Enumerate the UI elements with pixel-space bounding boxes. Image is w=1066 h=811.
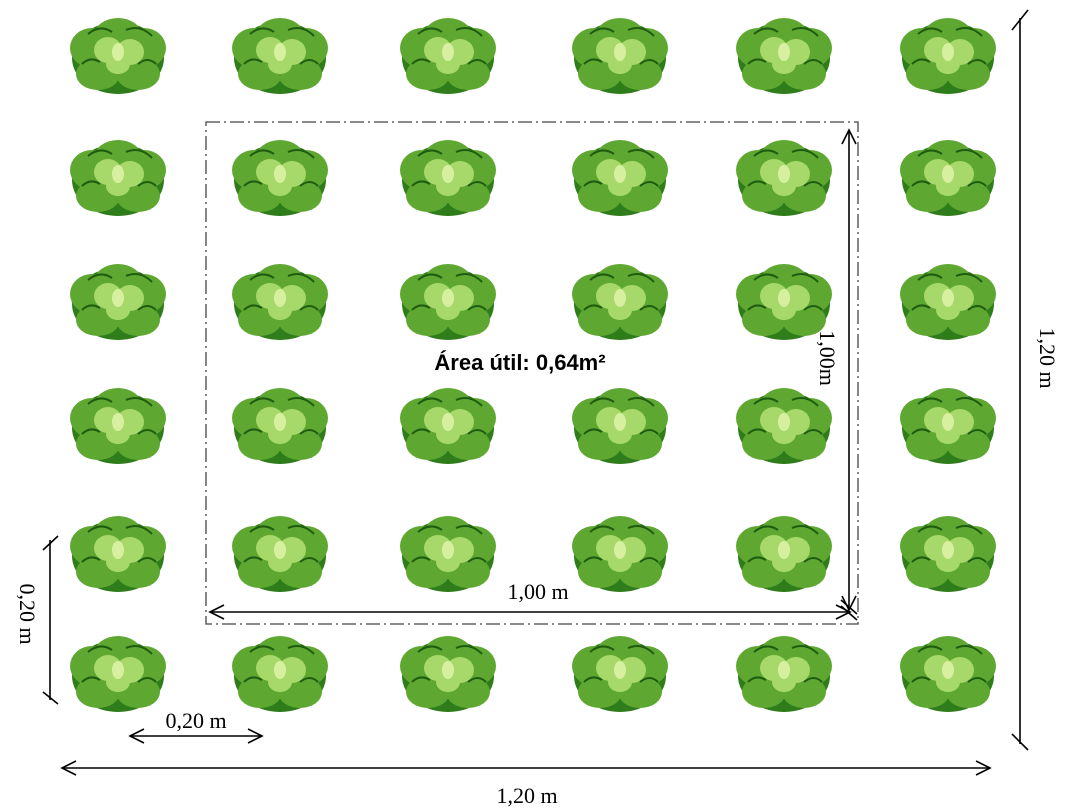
- outer-width-label: 1,20 m: [496, 783, 557, 808]
- lettuce-plant-icon: [231, 139, 329, 217]
- lettuce-plant-icon: [735, 387, 833, 465]
- lettuce-plant-icon: [231, 17, 329, 95]
- lettuce-plant-icon: [399, 17, 497, 95]
- inner-width-dimension: 1,00 m: [208, 579, 852, 620]
- lettuce-plant-icon: [571, 635, 669, 713]
- lettuce-plant-icon: [231, 387, 329, 465]
- lettuce-plant-icon: [231, 635, 329, 713]
- lettuce-plant-icon: [735, 263, 833, 341]
- lettuce-plant-icon: [735, 17, 833, 95]
- lettuce-plant-icon: [899, 263, 997, 341]
- lettuce-plant-icon: [399, 387, 497, 465]
- lettuce-plant-icon: [571, 515, 669, 593]
- lettuce-plant-icon: [399, 263, 497, 341]
- lettuce-plant-icon: [231, 263, 329, 341]
- outer-height-dimension: 1,20 m: [1011, 9, 1060, 751]
- lettuce-plant-icon: [69, 515, 167, 593]
- lettuce-plant-icon: [571, 263, 669, 341]
- lettuce-plant-icon: [69, 17, 167, 95]
- lettuce-plant-icon: [69, 387, 167, 465]
- row-spacing-dimension: 0,20 m: [15, 535, 59, 705]
- lettuce-plant-icon: [69, 263, 167, 341]
- lettuce-plant-icon: [735, 635, 833, 713]
- lettuce-plant-icon: [231, 515, 329, 593]
- useful-area-border: [205, 121, 859, 625]
- lettuce-plant-icon: [399, 139, 497, 217]
- lettuce-plant-icon: [735, 139, 833, 217]
- lettuce-plant-icon: [69, 139, 167, 217]
- lettuce-plant-icon: [571, 139, 669, 217]
- inner-height-dimension: 1,00m: [815, 128, 858, 621]
- lettuce-plant-icon: [899, 17, 997, 95]
- outer-width-dimension: 1,20 m: [60, 760, 992, 808]
- column-spacing-dimension: 0,20 m: [128, 708, 264, 744]
- lettuce-plant-icon: [571, 17, 669, 95]
- inner-height-label: 1,00m: [815, 330, 840, 386]
- useful-area-label: Área útil: 0,64m²: [434, 350, 605, 375]
- lettuce-plant-icon: [735, 515, 833, 593]
- lettuce-plant-icon: [899, 139, 997, 217]
- lettuce-plant-icon: [399, 515, 497, 593]
- lettuce-plant-icon: [69, 635, 167, 713]
- lettuce-plant-icon: [899, 635, 997, 713]
- lettuce-plant-icon: [899, 387, 997, 465]
- row-spacing-label: 0,20 m: [15, 583, 40, 644]
- lettuce-plant-icon: [899, 515, 997, 593]
- inner-width-label: 1,00 m: [507, 579, 568, 604]
- column-spacing-label: 0,20 m: [165, 708, 226, 733]
- outer-height-label: 1,20 m: [1035, 327, 1060, 388]
- lettuce-plant-icon: [399, 635, 497, 713]
- lettuce-plant-icon: [571, 387, 669, 465]
